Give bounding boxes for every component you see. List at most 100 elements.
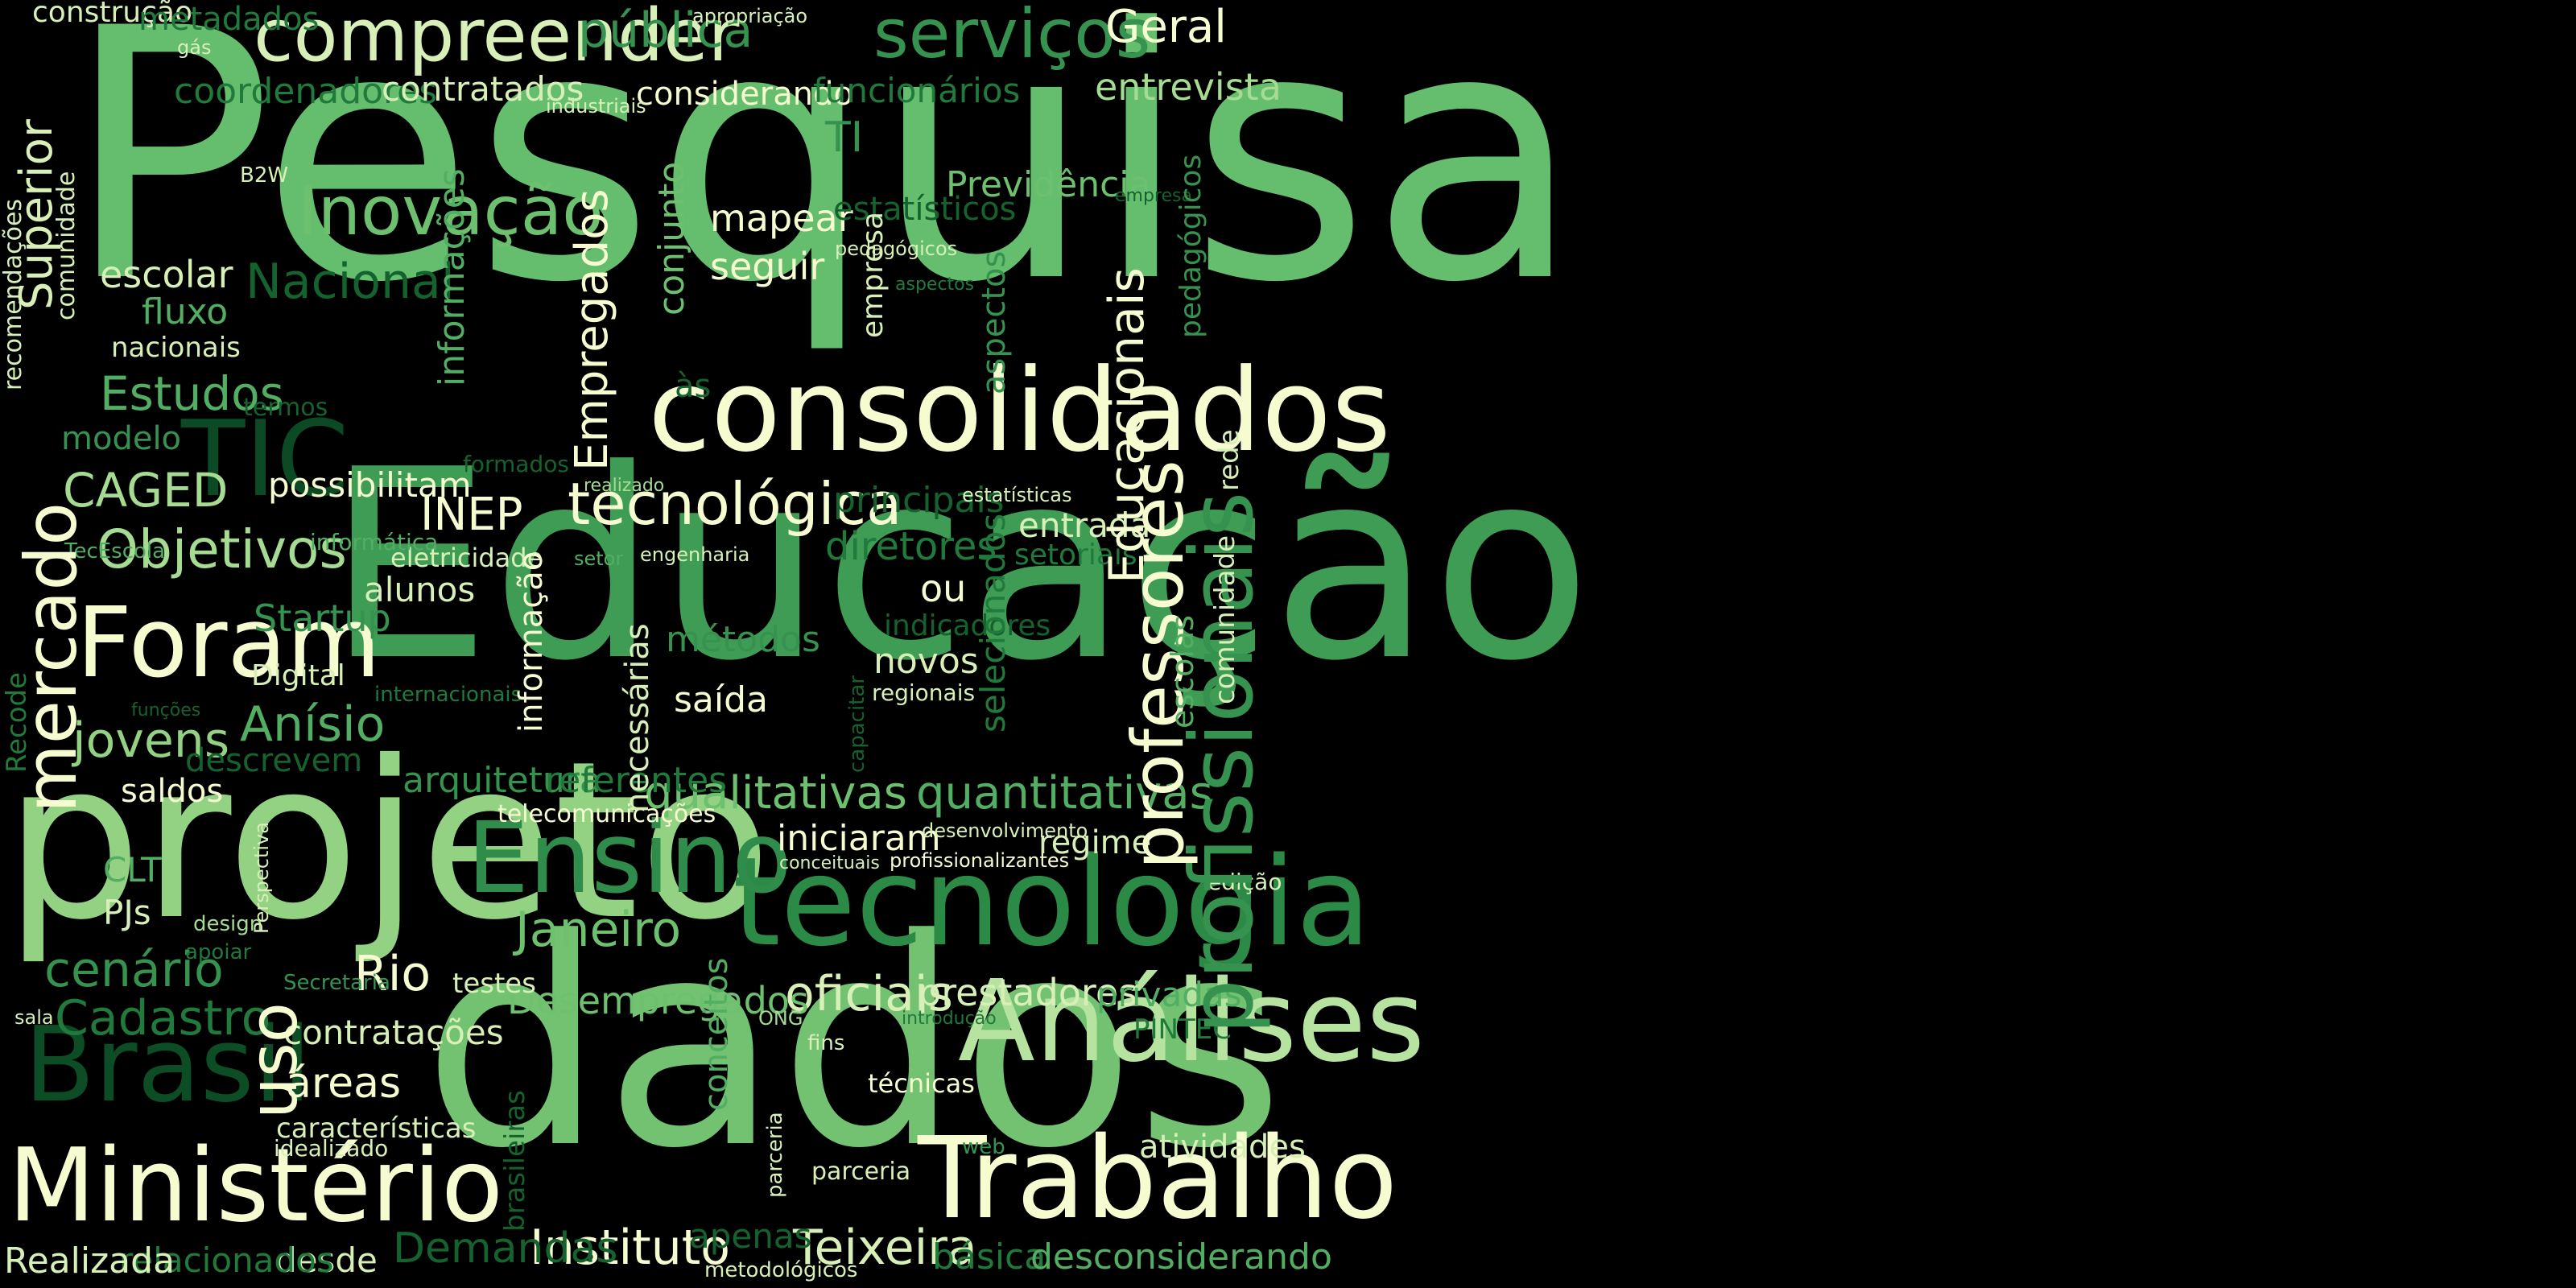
word-considerando: considerando — [636, 76, 853, 113]
word-sala: sala — [14, 1006, 54, 1029]
word-alunos: alunos — [364, 570, 476, 609]
word-publica: pública — [578, 2, 753, 59]
word-regime: regime — [1038, 824, 1152, 861]
word-comunicacao: comunidade — [1209, 535, 1241, 704]
word-desde: desde — [275, 1241, 378, 1280]
word-modelo: modelo — [61, 420, 182, 457]
word-estatisticas: às — [675, 368, 712, 405]
word-realizada: Realizada — [4, 1241, 175, 1282]
word-coordenadores: coordenadores — [174, 71, 438, 112]
word-web: ONG — [758, 1007, 803, 1030]
word-mapear: mapear — [710, 196, 853, 240]
word-qualitativas: qualitativas — [644, 767, 907, 819]
word-metodos: métodos — [666, 619, 820, 660]
word-estatisticos: escolas — [1165, 615, 1200, 729]
word-gas: informática — [310, 529, 439, 555]
word-iniciaram: iniciaram — [777, 818, 941, 859]
word-profissionalizantes: introdução — [902, 1009, 997, 1029]
word-saldos: referentes — [545, 760, 728, 801]
word-projeto: projeto — [4, 714, 772, 968]
word-empreendedores: rede — [1213, 429, 1245, 491]
word-inovacao: Inovação — [298, 171, 604, 250]
word-industriais: recomendações — [0, 198, 27, 390]
word-contratados: contratados — [382, 69, 584, 109]
word-b2w: TecEscola — [64, 539, 166, 564]
word-conceitos: conceitos — [698, 957, 735, 1111]
word-prestadores: prestadores — [918, 971, 1138, 1014]
word-anisio: Anísio — [240, 696, 386, 753]
word-cadastro: Cadastro — [55, 990, 271, 1046]
word-formados: aspectos — [895, 275, 975, 295]
word-secretaria: Secretaria — [283, 971, 390, 995]
word-servicos: serviços — [873, 0, 1151, 73]
word-brasileiras: brasileiras — [499, 1090, 531, 1232]
word-desempregados: Desempregados — [507, 979, 809, 1022]
word-referentes: arquitetura — [402, 760, 601, 801]
word-construcao: construção — [32, 0, 193, 29]
word-edicao: edição — [1208, 869, 1282, 895]
word-eletricidade: eletricidade — [390, 543, 543, 573]
word-novos: novos — [873, 641, 979, 682]
word-educacionais: Educacionais — [1099, 267, 1155, 584]
word-termos: pedagógicos — [835, 237, 958, 260]
word-dados: dados — [423, 877, 1285, 1211]
word-nacional: Nacional — [246, 254, 455, 310]
word-janeiro: Janeiro — [515, 902, 682, 958]
word-analises: Análises — [958, 956, 1426, 1088]
word-empregados: Empregados — [566, 188, 618, 471]
word-ong: fins — [807, 1031, 845, 1055]
word-pedagogicos: pedagógicos — [1174, 154, 1208, 338]
word-rede: B2W — [240, 163, 289, 188]
word-digital: internacionais — [374, 683, 522, 707]
word-tecescola: realizado — [584, 476, 665, 496]
word-realizado: empresa — [1115, 186, 1192, 206]
word-ensino: Ensino — [467, 801, 792, 915]
word-conceituais: profissionalizantes — [890, 849, 1070, 872]
word-nacionais: nacionais — [111, 332, 241, 364]
word-indicadores: indicadores — [884, 609, 1051, 642]
word-diretores: diretores — [825, 524, 997, 569]
word-oficiais: oficiais — [785, 966, 953, 1022]
word-perspectiva: Perspectiva — [250, 822, 273, 934]
word-escolar: escolar — [100, 253, 233, 296]
word-informatica: estatísticas — [962, 484, 1072, 506]
word-principais: principais — [833, 480, 1005, 521]
word-consolidados: consolidados — [648, 345, 1391, 477]
word-geral: Geral — [1105, 1, 1227, 53]
word-recomendacoes: engenharia — [640, 543, 750, 566]
word-idealizado: idealizado — [274, 1135, 389, 1162]
word-trabalho: Trabalho — [918, 1113, 1398, 1245]
word-as: estatísticos — [833, 191, 1017, 228]
word-tic: TIC — [181, 398, 349, 520]
word-compativeis: gás — [177, 36, 212, 59]
word-apropriacao: Recode — [1, 671, 33, 773]
word-recode: setor — [574, 547, 624, 570]
word-conjunto: conjunto — [651, 161, 692, 316]
word-ti: TI — [825, 114, 864, 162]
word-informacoes: informações — [431, 168, 473, 386]
word-fluxo: fluxo — [142, 291, 229, 332]
word-estudos: Estudos — [100, 366, 284, 421]
word-clt: CLT — [103, 850, 162, 890]
word-objetivos: Objetivos — [97, 518, 347, 580]
word-engenharia: formados — [463, 451, 569, 477]
word-inep: INEP — [420, 489, 523, 541]
word-fins: parceria — [811, 1158, 911, 1186]
word-atividades: atividades — [1139, 1129, 1306, 1166]
word-compreender: compreender — [254, 0, 738, 78]
word-introducao: web — [962, 1135, 1005, 1159]
word-foram: Foram — [76, 588, 381, 700]
word-jovens: jovens — [72, 712, 230, 769]
word-programacao: apropriação — [692, 5, 808, 27]
word-setoriais: setoriais — [1014, 539, 1137, 572]
word-empresa: empresa — [857, 211, 890, 338]
word-pintec: PINTEC — [1133, 1013, 1232, 1046]
word-apenas: apenas — [689, 1216, 812, 1256]
word-pesquisa: Pesquisa — [64, 0, 1583, 358]
word-comunidade: comunidade — [52, 171, 80, 320]
word-tecnologia: tecnologia — [733, 831, 1372, 973]
word-funcoes: descrevem — [185, 742, 363, 779]
word-cenario: cenário — [44, 942, 224, 998]
word-design: design — [193, 912, 263, 936]
